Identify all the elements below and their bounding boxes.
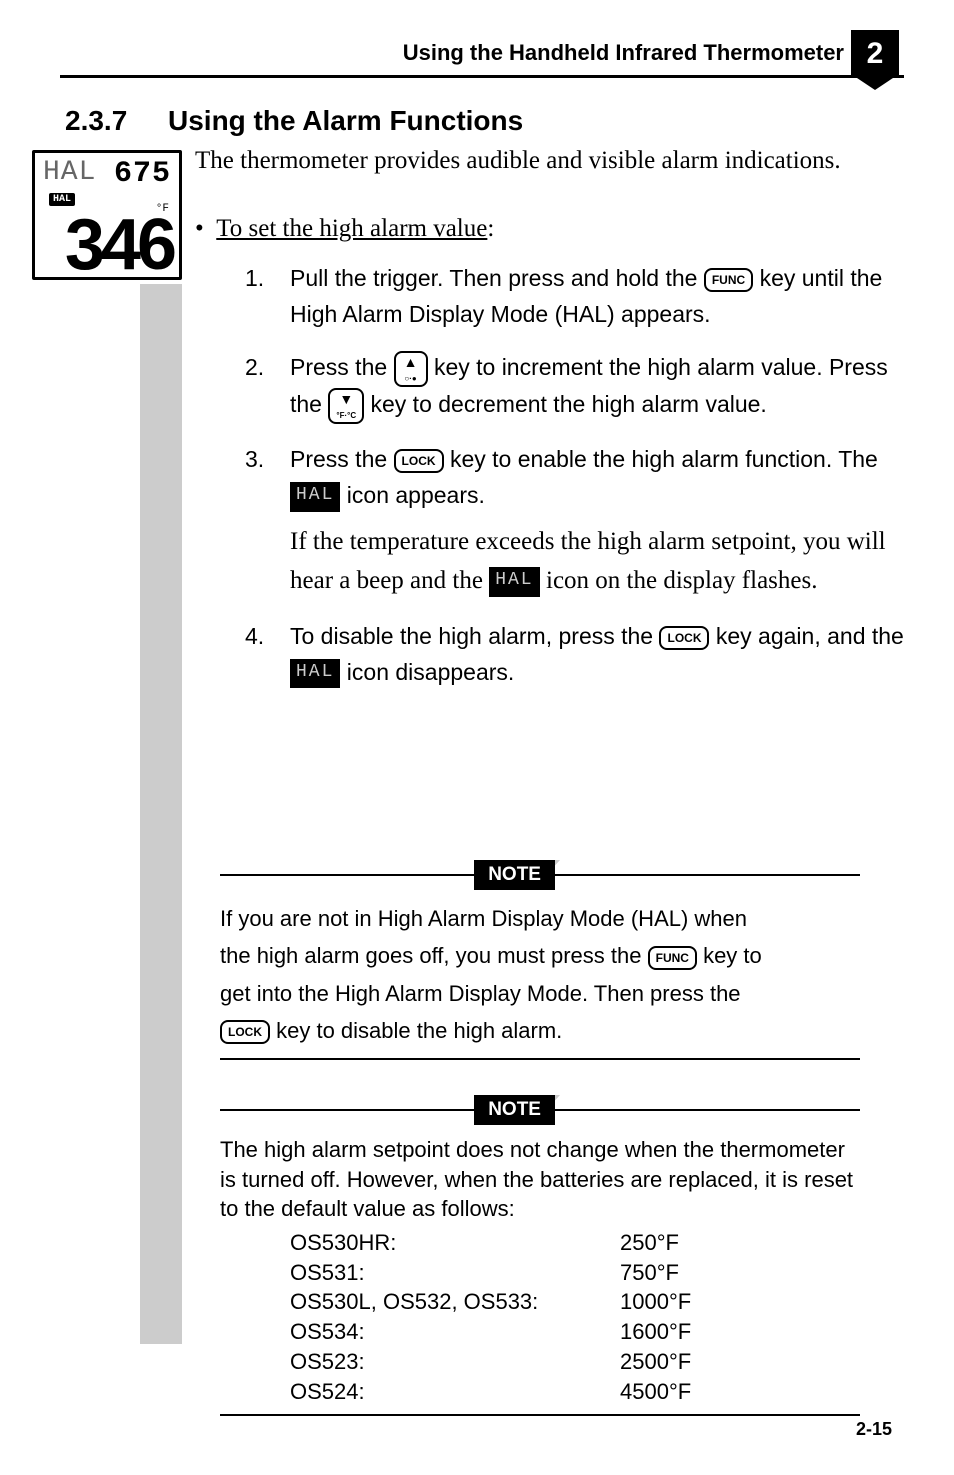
margin-bar [140,284,182,1344]
func-key-icon: FUNC [648,946,697,970]
note-label: NOTE [474,860,555,890]
note-2: NOTE The high alarm setpoint does not ch… [220,1095,860,1416]
step-2-text: Press the ▲○·● key to increment the high… [290,350,905,424]
down-key-icon: ▼°F·°C [328,388,364,424]
table-row: OS530HR:250°F [290,1228,860,1258]
step-3-number: 3. [245,442,290,601]
step-1: 1. Pull the trigger. Then press and hold… [245,261,905,332]
section-number: 2.3.7 [65,105,127,137]
table-row: OS530L, OS532, OS533:1000°F [290,1287,860,1317]
lock-key-icon: LOCK [659,626,709,650]
body: • To set the high alarm value: 1. Pull t… [195,215,905,690]
table-row: OS523:2500°F [290,1347,860,1377]
up-key-icon: ▲○·● [394,351,428,387]
step-1-text: Pull the trigger. Then press and hold th… [290,261,905,332]
hal-icon: HAL [489,567,539,597]
chapter-number: 2 [851,30,899,78]
step-4: 4. To disable the high alarm, press the … [245,619,905,690]
hal-icon: HAL [290,482,340,512]
section-title: Using the Alarm Functions [168,105,523,137]
lock-key-icon: LOCK [220,1020,270,1044]
note-2-body: The high alarm setpoint does not change … [220,1135,860,1406]
step-3-text: Press the LOCK key to enable the high al… [290,442,905,601]
page-header-title: Using the Handheld Infrared Thermometer [403,40,844,66]
lcd-display: HAL 675 HAL °F 346 [32,150,182,280]
hal-icon: HAL [290,659,340,689]
note-1: NOTE If you are not in High Alarm Displa… [220,860,860,1060]
func-key-icon: FUNC [704,268,753,292]
step-2: 2. Press the ▲○·● key to increment the h… [245,350,905,424]
lock-key-icon: LOCK [394,449,444,473]
step-1-number: 1. [245,261,290,332]
note-1-body: If you are not in High Alarm Display Mod… [220,900,860,1050]
step-4-number: 4. [245,619,290,690]
step-2-number: 2. [245,350,290,424]
table-row: OS524:4500°F [290,1377,860,1407]
step-4-text: To disable the high alarm, press the LOC… [290,619,905,690]
defaults-table: OS530HR:250°F OS531:750°F OS530L, OS532,… [290,1228,860,1406]
page-number: 2-15 [856,1419,892,1440]
table-row: OS531:750°F [290,1258,860,1288]
intro-paragraph: The thermometer provides audible and vis… [195,145,895,178]
table-row: OS534:1600°F [290,1317,860,1347]
bullet-heading: • To set the high alarm value: [195,215,905,243]
note-label: NOTE [474,1095,555,1125]
display-setpoint: 675 [114,157,171,191]
display-reading: 346 [65,209,173,281]
header-rule [60,75,904,78]
display-hal-label: HAL [43,157,96,188]
step-3: 3. Press the LOCK key to enable the high… [245,442,905,601]
